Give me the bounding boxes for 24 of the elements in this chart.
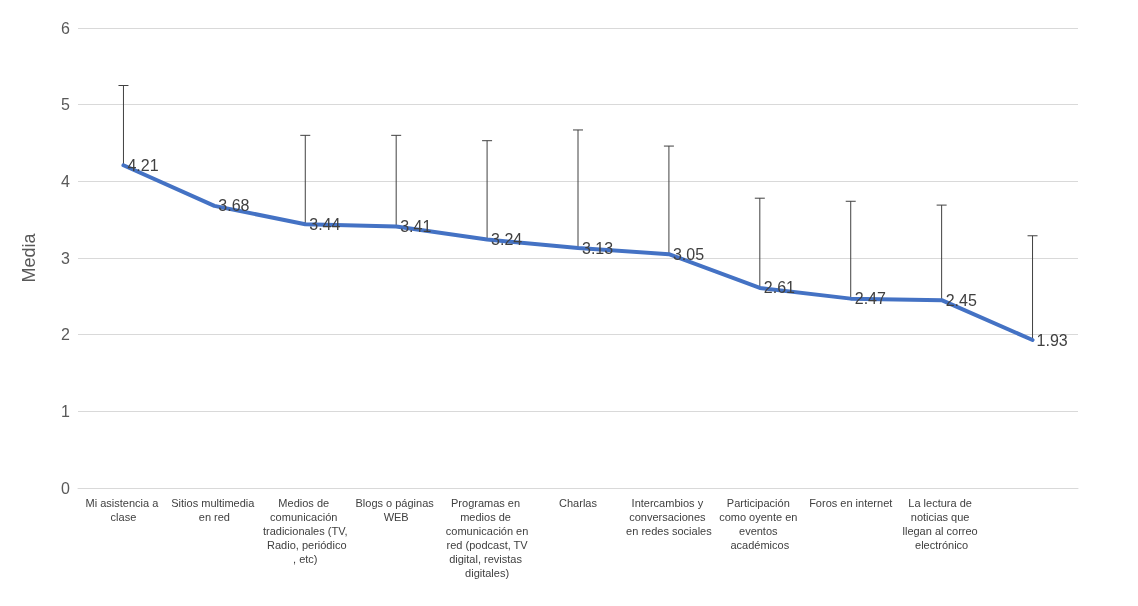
y-tick-label: 1 bbox=[61, 402, 71, 420]
data-label: 1.93 bbox=[1036, 331, 1068, 349]
x-tick-label: Blogs o páginas WEB bbox=[355, 497, 437, 523]
x-tick-label: La lectura de noticias que llegan al correo electrónico bbox=[902, 497, 981, 551]
data-label: 3.44 bbox=[309, 215, 341, 233]
x-tick-label: Programas en medios de comunicación en red (podcast, TV digital, revistas digitales) bbox=[443, 497, 531, 579]
data-label: 2.45 bbox=[945, 291, 977, 309]
data-label: 4.21 bbox=[127, 156, 159, 174]
y-axis-title: Media bbox=[19, 232, 39, 283]
x-tick-label: Sitios multimedia en red bbox=[171, 497, 258, 523]
y-tick-label: 6 bbox=[61, 19, 71, 37]
x-tick-label: Foros en internet bbox=[809, 497, 893, 509]
x-tick-label: Medios de comunicación tradicionales (TV, Radio, periódico, etc) bbox=[262, 497, 348, 565]
x-tick-label: Participación como oyente en eventos académicos bbox=[719, 497, 801, 551]
y-tick-label: 4 bbox=[61, 172, 71, 190]
x-tick-label: Charlas bbox=[559, 497, 598, 509]
data-label: 3.05 bbox=[672, 245, 705, 263]
x-tick-label: Intercambios y conversaciones en redes sociales bbox=[626, 497, 713, 537]
y-tick-label: 5 bbox=[61, 96, 71, 114]
y-tick-label: 0 bbox=[61, 479, 71, 497]
y-tick-label: 2 bbox=[61, 326, 71, 344]
y-tick-label: 3 bbox=[61, 249, 71, 267]
data-label: 2.47 bbox=[854, 290, 886, 308]
x-tick-label: Mi asistencia a clase bbox=[85, 497, 162, 523]
